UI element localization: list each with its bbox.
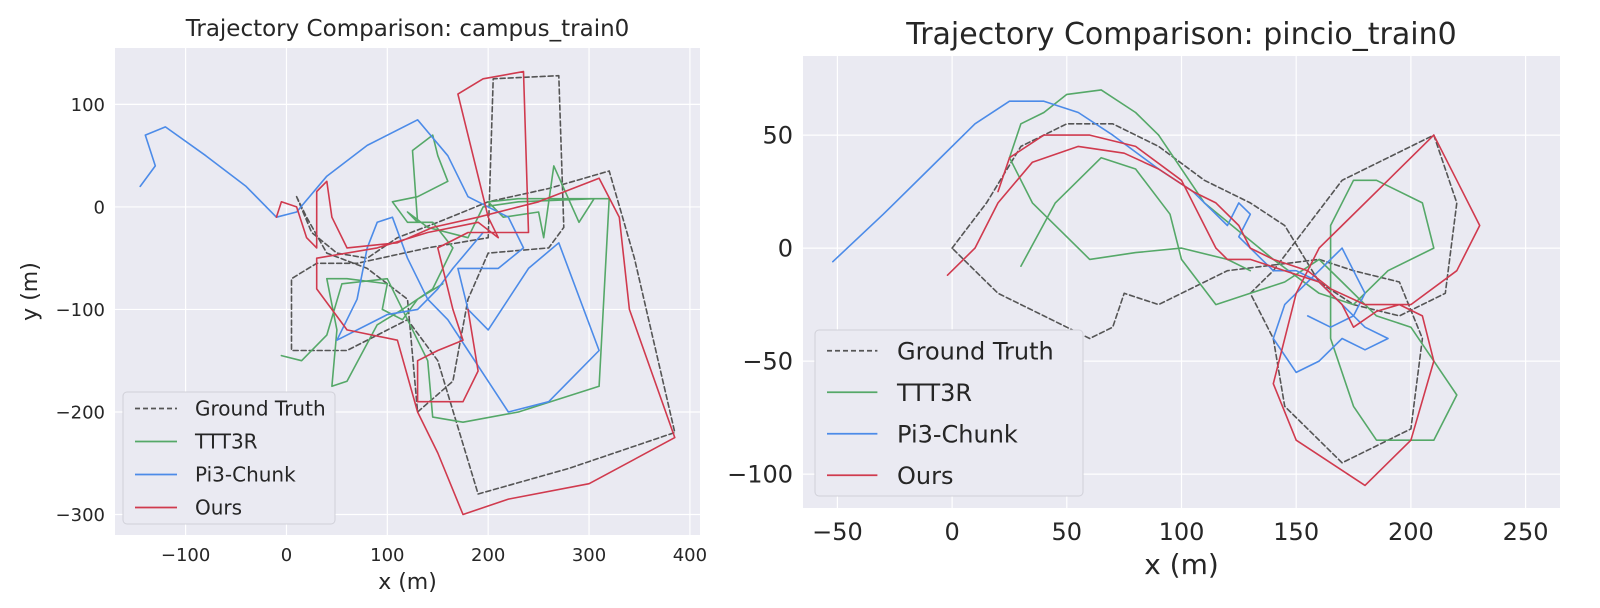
series-line-ground-truth — [951, 123, 1458, 464]
series-line-ttt3r — [280, 134, 610, 423]
y-tick-label: −100 — [56, 300, 105, 321]
y-tick-label: 50 — [762, 122, 793, 150]
x-tick-label: 150 — [1273, 518, 1319, 546]
legend-label: TTT3R — [194, 430, 258, 454]
y-tick-label: −300 — [56, 505, 105, 526]
x-tick-label: −100 — [161, 545, 210, 566]
y-tick-label: −200 — [56, 402, 105, 423]
series-line-pi3-chunk — [832, 100, 1389, 374]
legend-label: Ours — [897, 462, 953, 490]
series-line-pi3-chunk — [139, 119, 600, 413]
series-line-ours — [946, 134, 1481, 487]
legend-label: Pi3-Chunk — [897, 420, 1018, 448]
legend-label: Pi3-Chunk — [195, 463, 296, 487]
x-tick-label: 50 — [1052, 518, 1083, 546]
y-tick-label: −100 — [727, 461, 793, 489]
series-line-ground-truth — [290, 74, 676, 495]
x-tick-label: 0 — [281, 545, 292, 566]
y-tick-label: 0 — [94, 197, 105, 218]
x-tick-label: 100 — [370, 545, 404, 566]
x-tick-label: 200 — [1388, 518, 1434, 546]
x-tick-label: 0 — [944, 518, 959, 546]
x-tick-label: −50 — [812, 518, 863, 546]
legend-label: Ground Truth — [195, 397, 326, 421]
series-line-ours — [275, 70, 676, 516]
chart-title: Trajectory Comparison: campus_train0 — [185, 16, 630, 42]
x-tick-label: 200 — [471, 545, 505, 566]
x-axis-label: x (m) — [1144, 548, 1219, 581]
x-tick-label: 250 — [1503, 518, 1549, 546]
chart-campus-train0: −100 0 100 200 300 400 100 0 −100 −200 −300 Traject… — [18, 16, 707, 595]
legend — [814, 329, 1084, 497]
chart-pincio-train0: −50 0 50 100 150 200 250 50 0 −50 −100 Trajectory C… — [727, 17, 1560, 581]
chart-title: Trajectory Comparison: pincio_train0 — [905, 17, 1456, 52]
y-tick-label: −50 — [742, 348, 793, 376]
x-axis-label: x (m) — [378, 570, 437, 595]
legend-label: Ground Truth — [897, 337, 1054, 365]
legend-label: Ours — [195, 496, 242, 520]
x-tick-label: 100 — [1159, 518, 1205, 546]
x-tick-label: 300 — [572, 545, 606, 566]
x-tick-label: 400 — [673, 545, 707, 566]
legend — [122, 391, 336, 525]
y-tick-label: 0 — [778, 235, 793, 263]
legend-label: TTT3R — [896, 379, 972, 407]
series-line-ttt3r — [1008, 89, 1458, 441]
y-tick-label: 100 — [71, 95, 105, 116]
y-axis-label: y (m) — [18, 262, 43, 321]
